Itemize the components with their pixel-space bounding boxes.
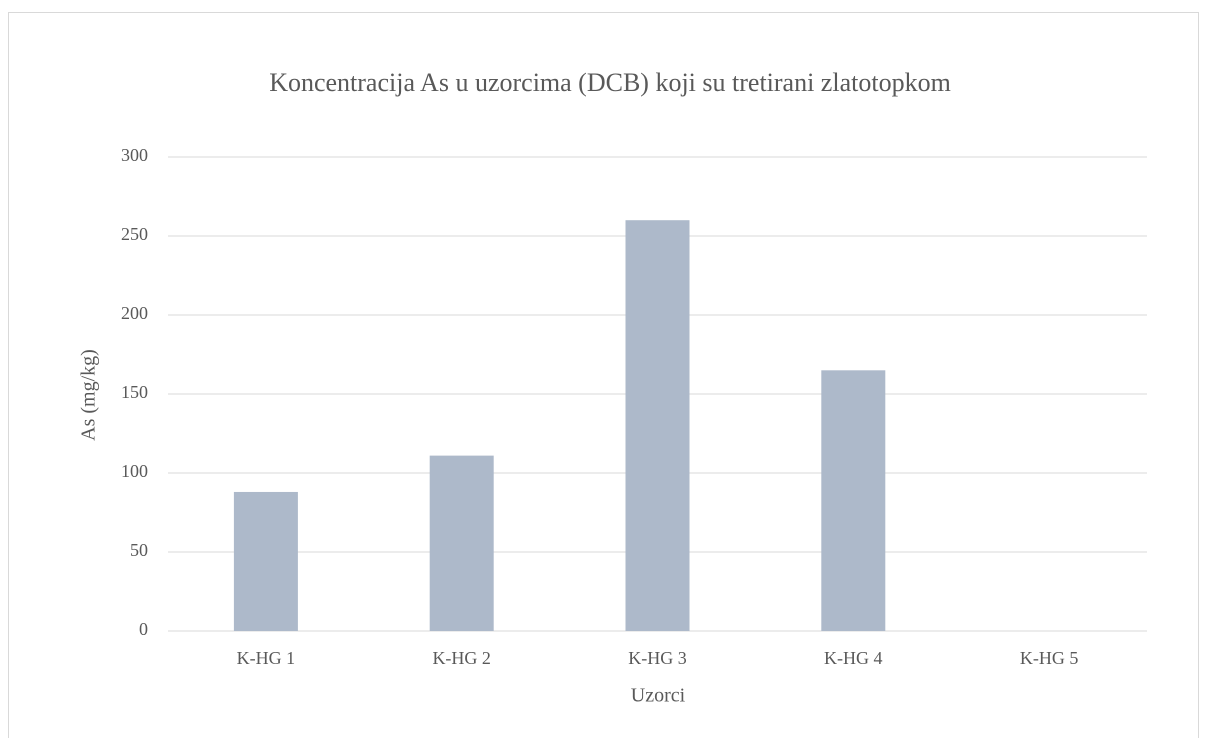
bar: [233, 491, 298, 631]
x-tick-label: K-HG 5: [1020, 648, 1079, 668]
y-tick-label: 150: [121, 382, 148, 402]
x-tick-label: K-HG 1: [237, 648, 296, 668]
y-tick-label: 300: [121, 145, 148, 165]
y-tick-label: 250: [121, 224, 148, 244]
chart-border: [8, 12, 1199, 738]
x-tick-label: K-HG 2: [432, 648, 491, 668]
y-axis-label: As (mg/kg): [78, 349, 100, 441]
x-tick-label: K-HG 3: [628, 648, 687, 668]
y-tick-label: 100: [121, 461, 148, 481]
y-tick-label: 50: [130, 540, 148, 560]
chart-title: Koncentracija As u uzorcima (DCB) koji s…: [269, 68, 951, 97]
y-tick-label: 200: [121, 303, 148, 323]
y-tick-label: 0: [139, 619, 148, 639]
bar: [821, 370, 886, 631]
bar: [625, 220, 690, 631]
bar: [429, 455, 494, 631]
x-tick-label: K-HG 4: [824, 648, 883, 668]
x-axis-label: Uzorci: [631, 685, 686, 707]
